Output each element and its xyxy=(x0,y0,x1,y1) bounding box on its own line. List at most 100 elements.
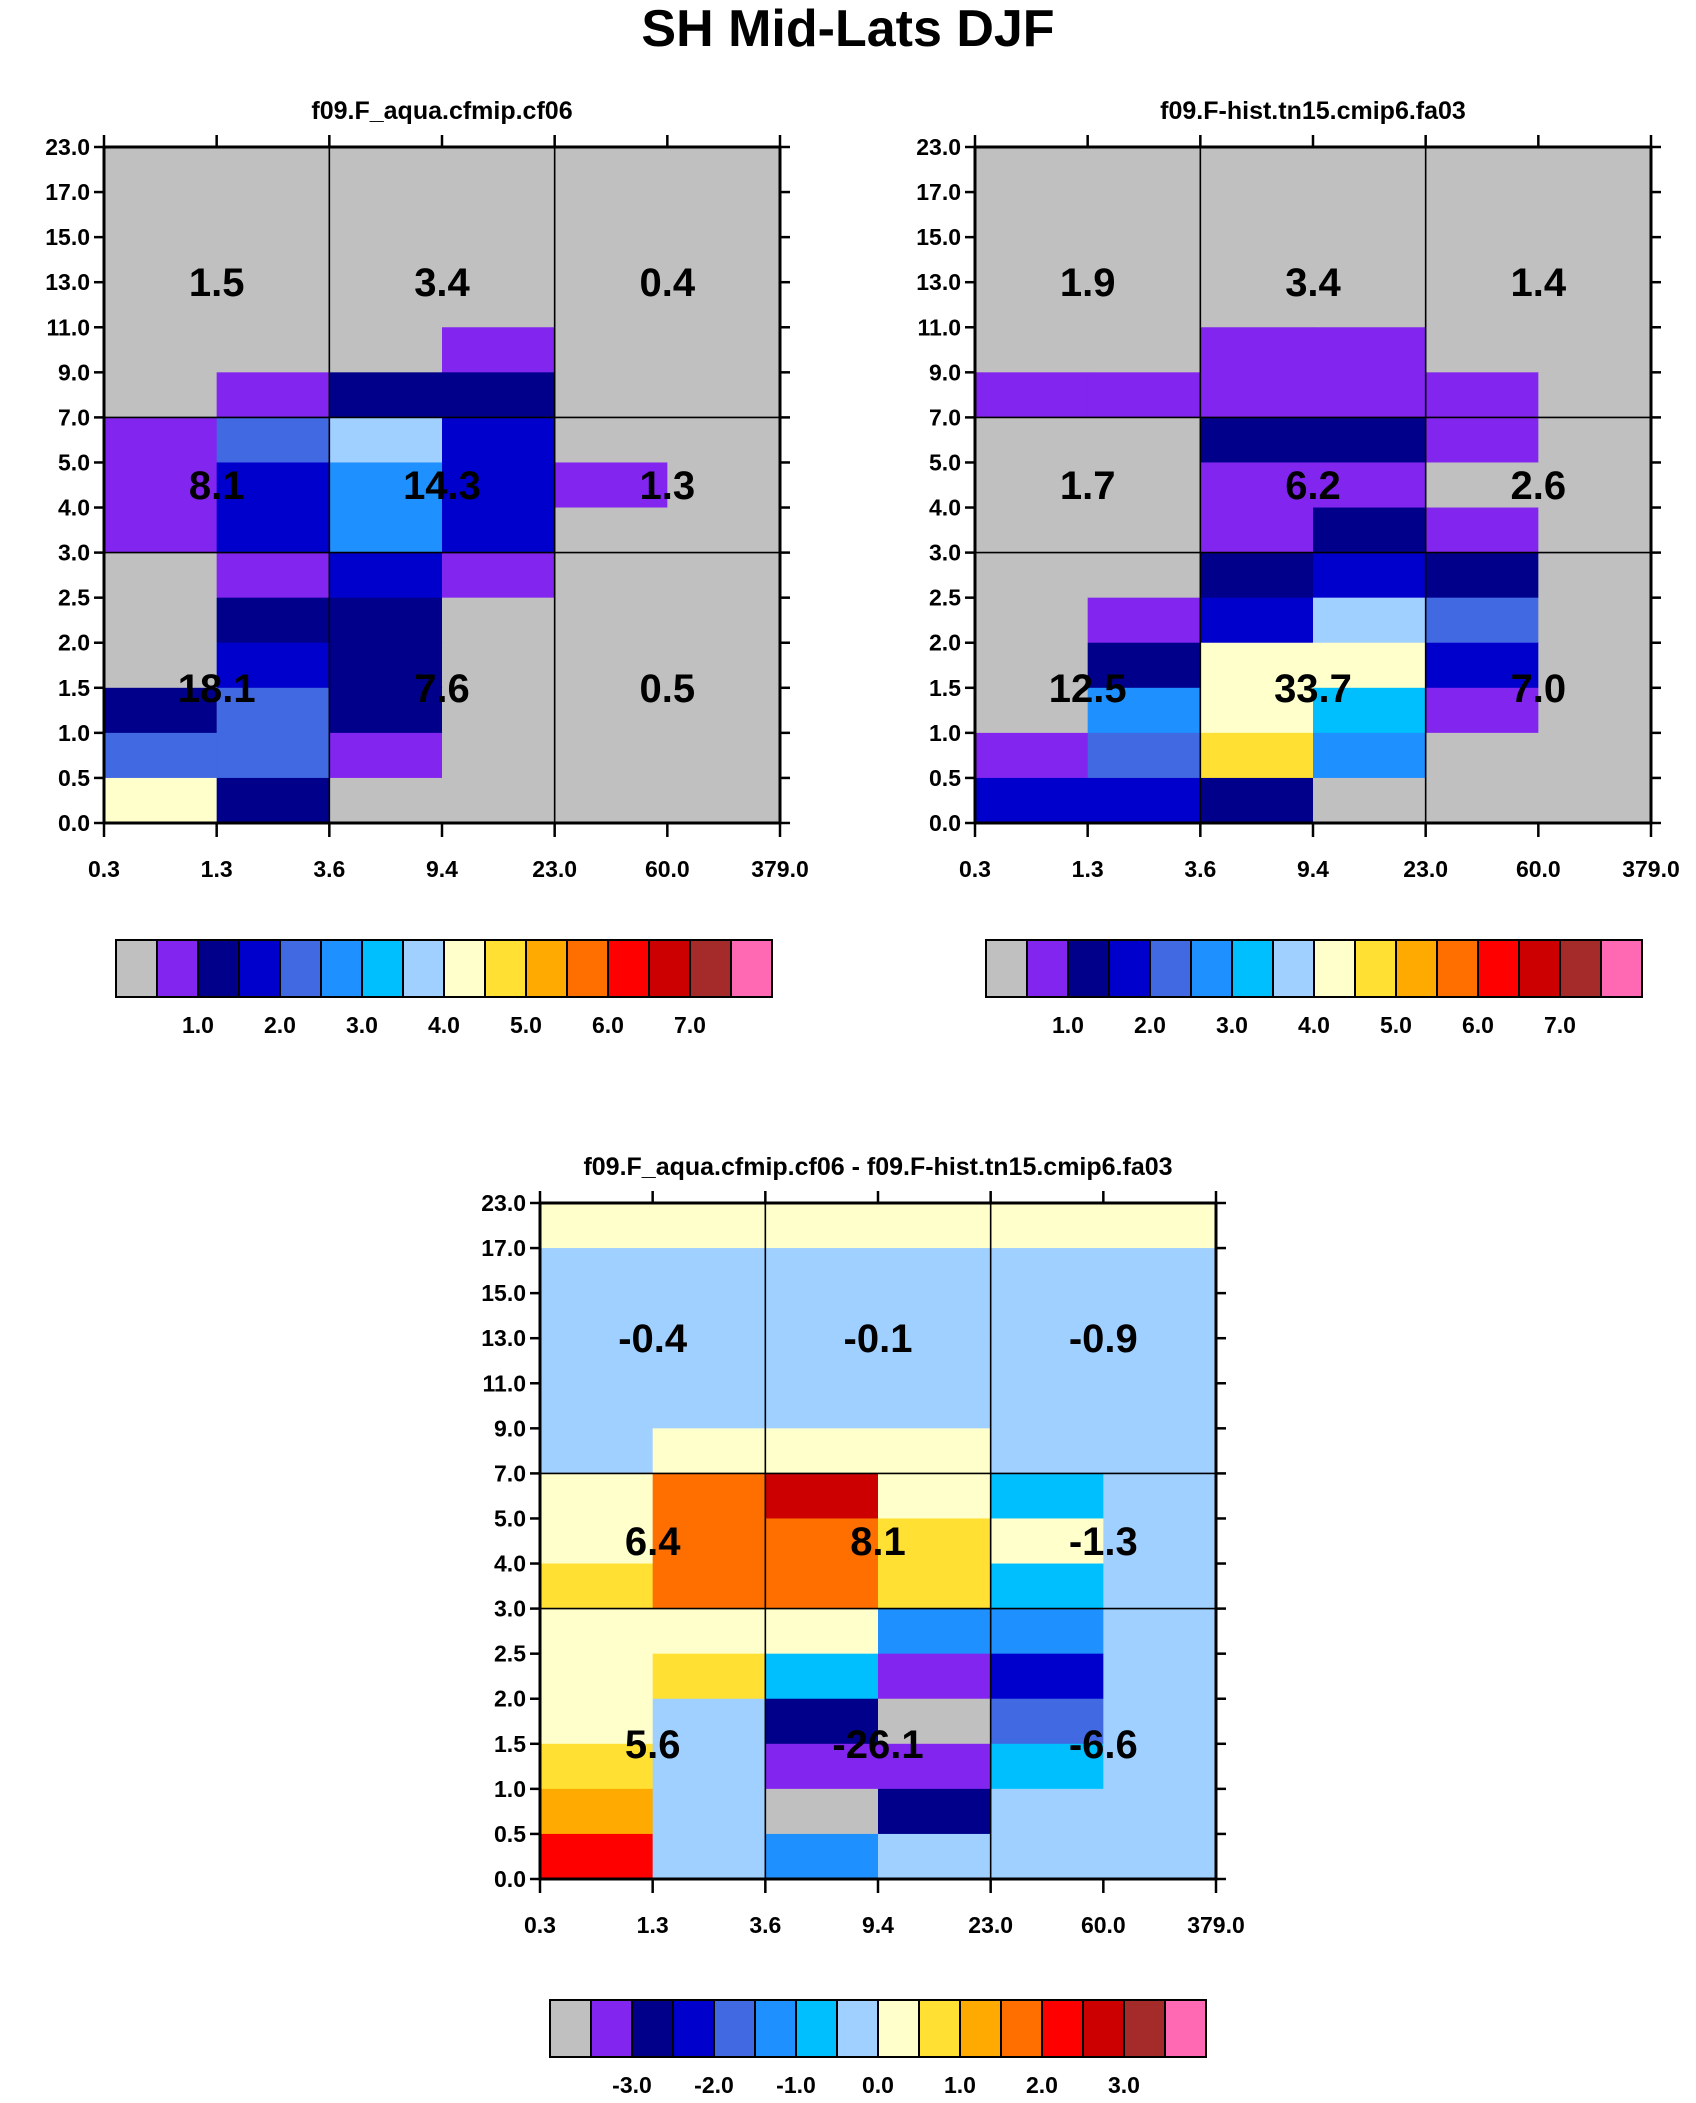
heatmap-cell xyxy=(216,597,330,644)
heatmap-cell xyxy=(1103,1743,1217,1790)
heatmap-cell xyxy=(1538,192,1652,238)
x-tick-label: 3.6 xyxy=(749,1912,781,1938)
heatmap-cell xyxy=(442,372,556,418)
y-tick-label: 4.0 xyxy=(494,1551,526,1577)
heatmap-cell xyxy=(1103,1653,1217,1700)
x-tick-label: 379.0 xyxy=(751,856,809,882)
colorbar-swatch xyxy=(1041,1999,1084,2058)
heatmap-cell xyxy=(652,1563,766,1610)
colorbar: 1.0 2.0 3.0 4.0 5.0 6.0 7.0 xyxy=(985,939,1643,1038)
y-tick-label: 9.0 xyxy=(58,359,90,385)
heatmap-cell xyxy=(554,327,668,373)
y-tick-label: 0.5 xyxy=(494,1821,526,1847)
summary-label: -26.1 xyxy=(832,1723,923,1767)
heatmap-cell xyxy=(442,777,556,824)
heatmap-cell xyxy=(216,777,330,824)
heatmap-cell xyxy=(975,237,1089,283)
heatmap-cell xyxy=(104,687,218,734)
heatmap-cell xyxy=(554,417,668,464)
y-tick-label: 4.0 xyxy=(58,495,90,521)
heatmap-cell xyxy=(329,507,443,554)
summary-label: 1.5 xyxy=(189,261,245,305)
y-tick-label: 0.5 xyxy=(58,765,90,791)
heatmap-cell xyxy=(990,1338,1104,1384)
colorbar-swatch xyxy=(631,1999,674,2058)
heatmap-cell xyxy=(667,147,781,193)
colorbar-label: 3.0 xyxy=(346,1012,378,1038)
y-tick-label: 5.0 xyxy=(494,1505,526,1531)
heatmap-cell xyxy=(1087,597,1201,644)
colorbar-swatch xyxy=(1067,939,1110,998)
heatmap-cell xyxy=(878,1293,992,1339)
y-tick-label: 9.0 xyxy=(929,359,961,385)
colorbar-swatch xyxy=(689,939,732,998)
heatmap-cell xyxy=(878,1743,992,1790)
heatmap-cell xyxy=(1425,597,1539,644)
heatmap-cell xyxy=(1200,327,1314,373)
heatmap-cell xyxy=(540,1293,654,1339)
heatmap-cell xyxy=(216,507,330,554)
y-tick-label: 3.0 xyxy=(929,540,961,566)
colorbar-swatch xyxy=(1123,1999,1166,2058)
colorbar-swatch xyxy=(1272,939,1315,998)
colorbar-label: 4.0 xyxy=(428,1012,460,1038)
y-tick-label: 7.0 xyxy=(494,1460,526,1486)
heatmap-cell xyxy=(990,1788,1104,1835)
y-tick-label: 17.0 xyxy=(916,179,961,205)
y-tick-label: 23.0 xyxy=(45,134,90,160)
heatmap-cell xyxy=(878,1608,992,1655)
heatmap-cell xyxy=(765,1563,879,1610)
colorbar: 1.0 2.0 3.0 4.0 5.0 6.0 7.0 xyxy=(115,939,773,1038)
y-tick-label: 2.0 xyxy=(929,630,961,656)
heatmap-cell xyxy=(1538,732,1652,779)
colorbar-swatch xyxy=(672,1999,715,2058)
heatmap-cell xyxy=(1425,687,1539,734)
heatmap-cell xyxy=(667,372,781,418)
colorbar-swatch xyxy=(1082,1999,1125,2058)
heatmap-cell xyxy=(652,1203,766,1249)
heatmap-cell xyxy=(1538,507,1652,554)
heatmap-cell xyxy=(1087,282,1201,328)
heatmap-cell xyxy=(990,1203,1104,1249)
x-tick-label: 3.6 xyxy=(313,856,345,882)
heatmap-cell xyxy=(329,372,443,418)
heatmap-cell xyxy=(1200,552,1314,599)
heatmap-cell xyxy=(442,147,556,193)
colorbar-label: 2.0 xyxy=(1134,1012,1166,1038)
heatmap-cell xyxy=(1103,1428,1217,1474)
summary-label: 7.0 xyxy=(1511,667,1567,711)
heatmap-cell xyxy=(1313,282,1427,328)
y-tick-label: 1.5 xyxy=(494,1731,526,1757)
heatmap-cell xyxy=(1538,237,1652,283)
heatmap-cell xyxy=(652,1248,766,1294)
y-tick-label: 1.0 xyxy=(929,720,961,746)
colorbar-label: 4.0 xyxy=(1298,1012,1330,1038)
heatmap-cell xyxy=(975,327,1089,373)
heatmap-cell xyxy=(554,147,668,193)
y-tick-label: 15.0 xyxy=(916,224,961,250)
heatmap-cell xyxy=(990,1293,1104,1339)
y-tick-label: 9.0 xyxy=(494,1415,526,1441)
heatmap-cell xyxy=(554,192,668,238)
colorbar-swatch xyxy=(443,939,486,998)
heatmap-cell xyxy=(652,1383,766,1429)
x-tick-label: 0.3 xyxy=(524,1912,556,1938)
heatmap-cell xyxy=(1538,777,1652,824)
heatmap-cell xyxy=(1087,642,1201,689)
y-tick-label: 11.0 xyxy=(47,314,91,340)
heatmap-cell xyxy=(1538,417,1652,464)
heatmap-cell xyxy=(990,1653,1104,1700)
x-tick-label: 9.4 xyxy=(426,856,458,882)
colorbar-swatch xyxy=(320,939,363,998)
heatmap-cell xyxy=(104,417,218,464)
y-tick-label: 1.0 xyxy=(58,720,90,746)
heatmap-cell xyxy=(765,1383,879,1429)
summary-label: -0.9 xyxy=(1069,1317,1138,1361)
heatmap-cell xyxy=(652,1698,766,1745)
heatmap-cell xyxy=(216,687,330,734)
heatmap-cell xyxy=(1103,1518,1217,1565)
heatmap-cell xyxy=(104,732,218,779)
heatmap-cell xyxy=(1425,372,1539,418)
heatmap-cell xyxy=(540,1743,654,1790)
